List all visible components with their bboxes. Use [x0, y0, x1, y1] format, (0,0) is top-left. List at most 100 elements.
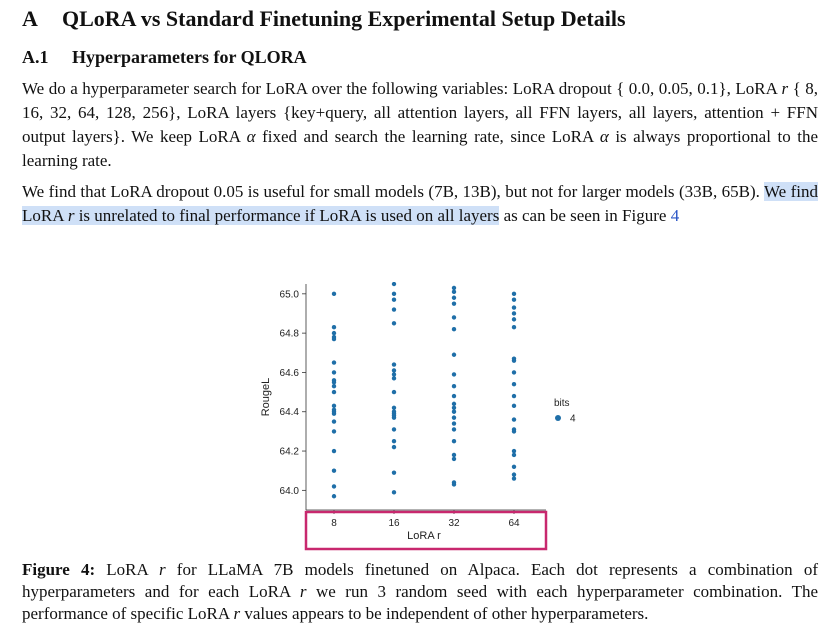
data-point — [451, 427, 457, 432]
data-point — [391, 439, 397, 444]
data-point — [451, 301, 457, 306]
section-title-text: QLoRA vs Standard Finetuning Experimenta… — [62, 6, 626, 31]
math-alpha: α — [599, 127, 609, 146]
y-tick-label: 64.0 — [280, 486, 300, 497]
data-point — [331, 389, 337, 395]
y-tick-label: 64.2 — [280, 447, 300, 458]
data-point — [511, 317, 517, 322]
data-point — [511, 382, 517, 387]
data-point — [391, 444, 397, 450]
subsection-title: A.1 Hyperparameters for QLORA — [22, 47, 307, 68]
caption-label: Figure 4: — [22, 560, 96, 579]
x-tick-label: 32 — [448, 518, 460, 529]
data-point — [331, 325, 337, 330]
legend-title: bits — [554, 398, 570, 409]
data-point — [391, 297, 397, 302]
math-r: r — [233, 604, 241, 623]
para1-text-2: { 8, 16, 32, 64, 128, 256}, LoRA layers … — [22, 79, 818, 146]
data-point — [511, 472, 517, 477]
data-point — [331, 448, 337, 454]
data-point — [331, 484, 337, 489]
data-point — [451, 315, 457, 320]
data-point — [391, 415, 397, 420]
math-r: r — [781, 79, 789, 98]
x-tick-label: 64 — [508, 518, 520, 529]
figure-caption: Figure 4: LoRA r for LLaMA 7B models fin… — [22, 559, 818, 625]
para1-text-1: We do a hyperparameter search for LoRA o… — [22, 79, 782, 98]
data-point — [451, 452, 457, 458]
data-point — [331, 330, 337, 336]
data-point — [331, 336, 337, 342]
subsection-title-text: Hyperparameters for QLORA — [72, 47, 307, 67]
chart-axes: 64.0 64.2 64.4 64.6 64.8 65.0 8 16 32 64 LoRA r Rou… — [260, 284, 546, 542]
data-point — [511, 291, 517, 297]
data-point — [331, 494, 337, 499]
data-point — [451, 285, 457, 291]
para2-text-2: as can be seen in Figure — [499, 206, 671, 225]
math-r: r — [159, 560, 166, 579]
caption-text-3: we run 3 random seed with each hyperpara… — [22, 582, 818, 623]
data-point — [451, 289, 457, 295]
data-point — [451, 383, 457, 389]
legend-entry: 4 — [570, 414, 576, 425]
data-point — [511, 476, 517, 481]
data-point — [451, 415, 457, 420]
y-axis-label: RougeL — [260, 378, 272, 417]
data-point — [451, 372, 457, 377]
data-point — [331, 383, 337, 389]
data-point — [511, 403, 517, 409]
data-point — [391, 362, 397, 367]
figure-reference-link[interactable]: 4 — [670, 206, 680, 225]
highlight-text-1: We find LoRA — [22, 182, 818, 225]
data-point — [331, 370, 337, 375]
data-point — [451, 352, 457, 357]
section-title: A QLoRA vs Standard Finetuning Experiment… — [22, 6, 626, 32]
data-point — [451, 393, 457, 399]
para2-text-1: We find that LoRA dropout 0.05 is useful… — [22, 182, 764, 201]
data-point — [451, 482, 457, 487]
x-tick-label: 16 — [388, 518, 400, 529]
x-axis-label: LoRA r — [407, 530, 441, 542]
data-point — [391, 282, 397, 287]
y-tick-label: 64.4 — [280, 407, 300, 418]
data-point — [511, 417, 517, 422]
math-alpha: α — [246, 127, 256, 146]
highlight-text-2: is unrelated to final performance if LoR… — [74, 206, 500, 225]
data-point — [511, 429, 517, 434]
data-point — [331, 360, 337, 365]
data-point — [391, 368, 397, 373]
data-point — [511, 464, 517, 469]
data-point — [511, 297, 517, 302]
data-point — [391, 321, 397, 326]
lora-r-scatter-chart: 64.0 64.2 64.4 64.6 64.8 65.0 8 16 32 64 LoRA r Rou… — [260, 282, 576, 551]
caption-text-1: LoRA — [95, 560, 160, 579]
data-point — [511, 311, 517, 316]
data-point — [331, 291, 337, 297]
caption-text-4: values appears to be independent of othe… — [240, 604, 649, 623]
data-point — [391, 427, 397, 432]
y-tick-label: 64.8 — [280, 329, 300, 340]
data-point — [451, 295, 457, 300]
data-point — [331, 468, 337, 473]
data-point — [451, 456, 457, 462]
data-point — [451, 409, 457, 414]
caption-text-2: for LLaMA 7B models finetuned on Alpaca.… — [22, 560, 818, 601]
data-point — [391, 291, 397, 297]
data-point — [451, 327, 457, 332]
data-point — [511, 393, 517, 399]
data-point — [391, 372, 397, 377]
data-point — [331, 411, 337, 416]
y-tick-label: 64.6 — [280, 368, 300, 379]
data-point — [331, 429, 337, 434]
data-point — [451, 439, 457, 444]
data-point — [511, 305, 517, 310]
math-r: r — [299, 582, 307, 601]
data-point — [511, 452, 517, 458]
data-point — [451, 405, 457, 411]
chart-points — [331, 282, 517, 499]
math-r: r — [67, 206, 75, 225]
para1-text-4: is always proportional to the learning r… — [22, 127, 818, 170]
data-point — [391, 389, 397, 395]
